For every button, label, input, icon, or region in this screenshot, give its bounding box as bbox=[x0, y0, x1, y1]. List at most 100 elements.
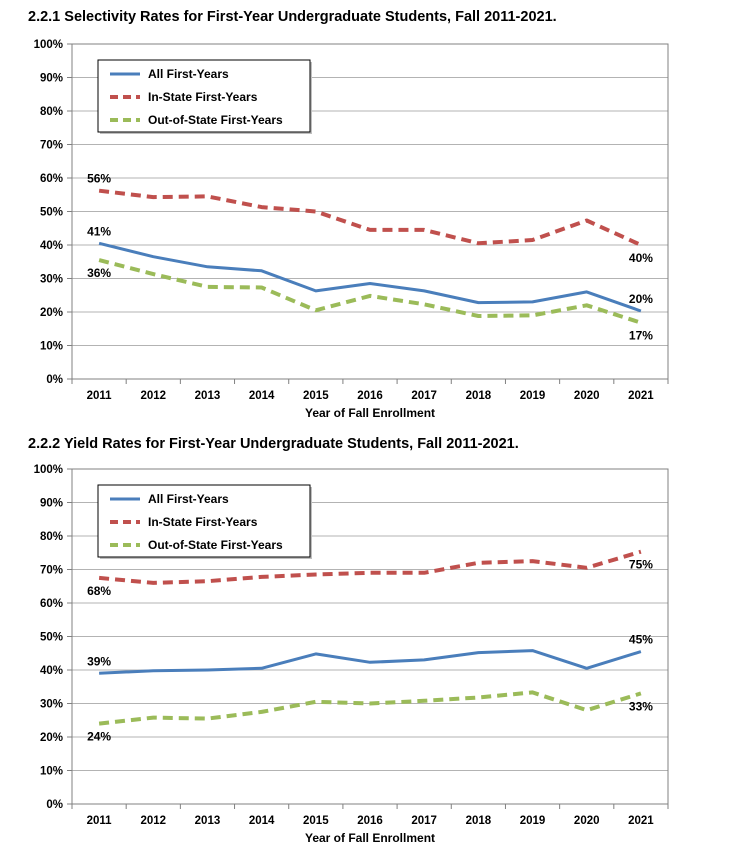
x-tick-label: 2021 bbox=[628, 390, 654, 402]
data-point bbox=[151, 669, 155, 673]
plot-area bbox=[71, 43, 669, 380]
data-point bbox=[260, 269, 264, 273]
data-point bbox=[639, 321, 643, 325]
data-point bbox=[531, 559, 535, 563]
data-point bbox=[314, 210, 318, 214]
data-point bbox=[205, 285, 209, 289]
data-point bbox=[585, 708, 589, 712]
data-point bbox=[260, 286, 264, 290]
data-point bbox=[314, 652, 318, 656]
data-label: 39% bbox=[87, 654, 111, 668]
data-point bbox=[422, 289, 426, 293]
data-label: 75% bbox=[629, 558, 653, 572]
y-tick-label: 50% bbox=[40, 632, 63, 644]
data-point bbox=[260, 666, 264, 670]
y-tick-label: 20% bbox=[40, 732, 63, 744]
data-point bbox=[585, 219, 589, 223]
data-point bbox=[260, 710, 264, 714]
data-point bbox=[151, 716, 155, 720]
series-line-in-state-first-years bbox=[98, 188, 642, 247]
data-point bbox=[205, 668, 209, 672]
x-tick-label: 2011 bbox=[87, 815, 113, 827]
x-tick-label: 2020 bbox=[574, 815, 600, 827]
data-point bbox=[97, 671, 101, 675]
data-label: 45% bbox=[629, 633, 653, 647]
y-tick-label: 40% bbox=[40, 240, 63, 252]
data-point bbox=[97, 241, 101, 245]
data-point bbox=[260, 205, 264, 209]
legend-label: In-State First-Years bbox=[148, 90, 258, 104]
data-point bbox=[205, 194, 209, 198]
data-point bbox=[476, 651, 480, 655]
y-tick-label: 80% bbox=[40, 531, 63, 543]
x-tick-label: 2019 bbox=[520, 815, 546, 827]
data-point bbox=[151, 581, 155, 585]
legend bbox=[97, 484, 311, 558]
data-point bbox=[368, 282, 372, 286]
data-label: 36% bbox=[87, 266, 111, 280]
y-tick-label: 20% bbox=[40, 307, 63, 319]
data-point bbox=[205, 579, 209, 583]
series-line-all-first-years bbox=[98, 241, 642, 313]
data-point bbox=[422, 571, 426, 575]
x-tick-label: 2011 bbox=[87, 390, 113, 402]
data-point bbox=[531, 313, 535, 317]
chart-title-yield: 2.2.2 Yield Rates for First-Year Undergr… bbox=[28, 436, 519, 452]
y-tick-label: 50% bbox=[40, 207, 63, 219]
y-tick-label: 100% bbox=[34, 39, 63, 51]
x-tick-label: 2016 bbox=[357, 815, 383, 827]
x-tick-label: 2017 bbox=[411, 390, 437, 402]
y-tick-label: 30% bbox=[40, 699, 63, 711]
data-point bbox=[97, 189, 101, 193]
legend-label: In-State First-Years bbox=[148, 515, 258, 529]
y-tick-label: 30% bbox=[40, 274, 63, 286]
plot-area bbox=[71, 468, 669, 805]
x-tick-label: 2017 bbox=[411, 815, 437, 827]
data-point bbox=[639, 243, 643, 247]
data-point bbox=[585, 303, 589, 307]
data-point bbox=[368, 660, 372, 664]
selectivity-chart: 0% 10% 20% 30% 40% 50% 60% 70% 80% 90% 100% 2011 201… bbox=[34, 39, 669, 420]
data-point bbox=[585, 290, 589, 294]
data-point bbox=[422, 658, 426, 662]
x-tick-label: 2014 bbox=[249, 390, 275, 402]
data-point bbox=[368, 702, 372, 706]
data-point bbox=[476, 301, 480, 305]
data-point bbox=[531, 238, 535, 242]
x-tick-label: 2014 bbox=[249, 815, 275, 827]
data-label: 68% bbox=[87, 584, 111, 598]
y-tick-label: 0% bbox=[46, 374, 63, 386]
data-point bbox=[422, 699, 426, 703]
x-tick-label: 2019 bbox=[520, 390, 546, 402]
series-line-all-first-years bbox=[99, 649, 642, 675]
data-point bbox=[476, 241, 480, 245]
x-tick-label: 2020 bbox=[574, 390, 600, 402]
chart-title-selectivity: 2.2.1 Selectivity Rates for First-Year U… bbox=[28, 9, 557, 25]
data-point bbox=[476, 695, 480, 699]
data-point bbox=[422, 228, 426, 232]
data-point bbox=[314, 700, 318, 704]
data-point bbox=[531, 649, 535, 653]
x-tick-label: 2021 bbox=[628, 815, 654, 827]
data-label: 20% bbox=[629, 292, 653, 306]
data-label: 24% bbox=[87, 730, 111, 744]
data-point bbox=[314, 308, 318, 312]
x-tick-label: 2015 bbox=[303, 815, 329, 827]
data-point bbox=[639, 550, 643, 554]
y-tick-label: 70% bbox=[40, 140, 63, 152]
y-tick-label: 10% bbox=[40, 341, 63, 353]
data-point bbox=[639, 691, 643, 695]
legend bbox=[97, 59, 311, 133]
data-point bbox=[97, 576, 101, 580]
series-line-out-of-state-first-years bbox=[98, 690, 642, 726]
data-point bbox=[151, 255, 155, 259]
data-point bbox=[585, 566, 589, 570]
data-point bbox=[639, 309, 643, 313]
legend-label: Out-of-State First-Years bbox=[148, 538, 283, 552]
x-tick-label: 2012 bbox=[140, 390, 166, 402]
yield-chart: 0% 10% 20% 30% 40% 50% 60% 70% 80% 90% 100% 2011 201… bbox=[34, 464, 669, 845]
data-point bbox=[368, 294, 372, 298]
data-point bbox=[151, 272, 155, 276]
data-point bbox=[368, 571, 372, 575]
y-tick-label: 60% bbox=[40, 173, 63, 185]
